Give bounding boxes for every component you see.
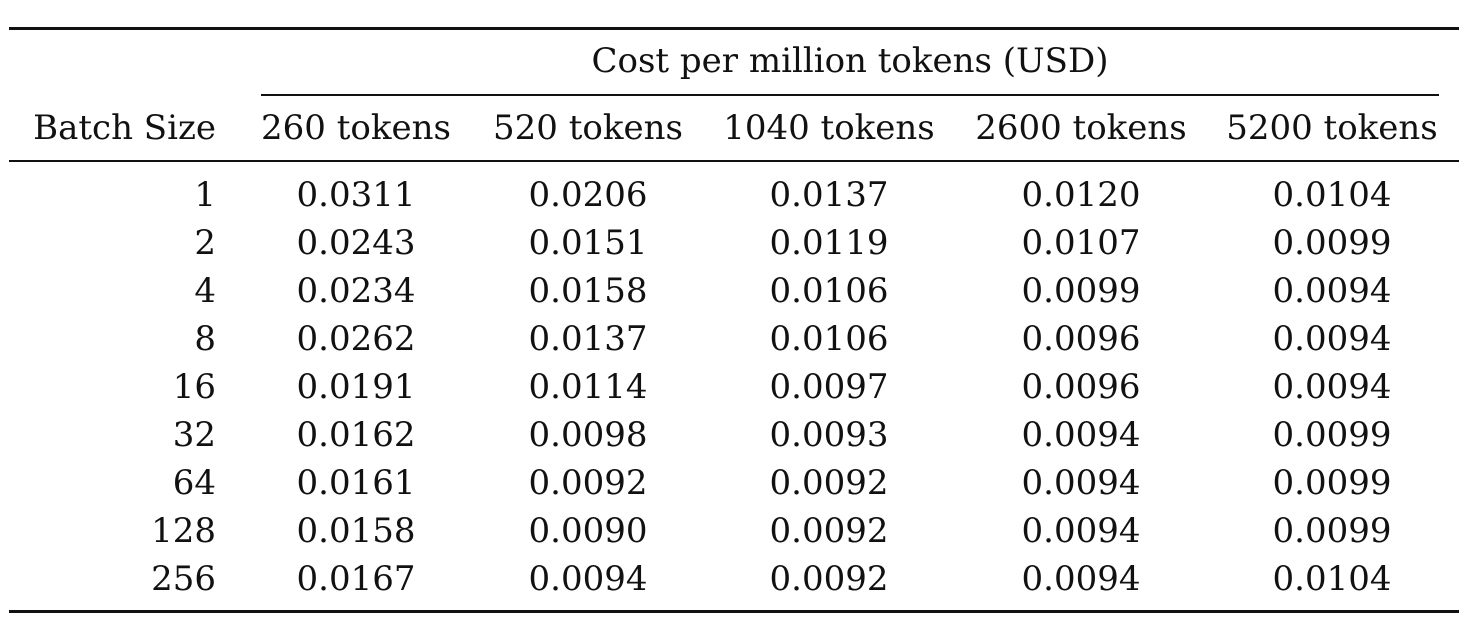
batch-size-cell: 256 bbox=[151, 559, 216, 599]
cost-cell: 0.0098 bbox=[528, 415, 648, 455]
column-header: 2600 tokens bbox=[975, 108, 1187, 148]
cost-cell: 0.0093 bbox=[769, 415, 889, 455]
cost-cell: 0.0191 bbox=[296, 367, 416, 407]
cost-cell: 0.0107 bbox=[1021, 223, 1141, 263]
cost-cell: 0.0099 bbox=[1272, 415, 1392, 455]
column-header: 1040 tokens bbox=[723, 108, 935, 148]
group-header-rule bbox=[261, 94, 1439, 96]
cost-cell: 0.0206 bbox=[528, 175, 648, 215]
cost-cell: 0.0094 bbox=[1021, 511, 1141, 551]
column-header: 520 tokens bbox=[493, 108, 683, 148]
cost-cell: 0.0099 bbox=[1272, 223, 1392, 263]
cost-cell: 0.0097 bbox=[769, 367, 889, 407]
batch-size-cell: 32 bbox=[172, 415, 216, 455]
batch-size-cell: 128 bbox=[151, 511, 216, 551]
group-header: Cost per million tokens (USD) bbox=[591, 41, 1109, 81]
cost-cell: 0.0119 bbox=[769, 223, 889, 263]
cost-cell: 0.0167 bbox=[296, 559, 416, 599]
column-header: 5200 tokens bbox=[1226, 108, 1438, 148]
cost-cell: 0.0104 bbox=[1272, 175, 1392, 215]
cost-cell: 0.0106 bbox=[769, 319, 889, 359]
batch-size-cell: 64 bbox=[172, 463, 216, 503]
cost-cell: 0.0311 bbox=[296, 175, 416, 215]
cost-cell: 0.0096 bbox=[1021, 367, 1141, 407]
cost-cell: 0.0094 bbox=[528, 559, 648, 599]
cost-cell: 0.0094 bbox=[1272, 319, 1392, 359]
cost-cell: 0.0137 bbox=[528, 319, 648, 359]
cost-cell: 0.0106 bbox=[769, 271, 889, 311]
cost-cell: 0.0120 bbox=[1021, 175, 1141, 215]
cost-cell: 0.0262 bbox=[296, 319, 416, 359]
cost-cell: 0.0092 bbox=[769, 559, 889, 599]
cost-cell: 0.0137 bbox=[769, 175, 889, 215]
cost-cell: 0.0151 bbox=[528, 223, 648, 263]
header-rule bbox=[9, 160, 1459, 162]
column-header: 260 tokens bbox=[261, 108, 451, 148]
cost-cell: 0.0094 bbox=[1272, 271, 1392, 311]
cost-cell: 0.0099 bbox=[1272, 511, 1392, 551]
batch-size-cell: 1 bbox=[194, 175, 216, 215]
cost-cell: 0.0158 bbox=[528, 271, 648, 311]
batch-size-cell: 2 bbox=[194, 223, 216, 263]
batch-size-cell: 4 bbox=[194, 271, 216, 311]
cost-cell: 0.0234 bbox=[296, 271, 416, 311]
stub-header: Batch Size bbox=[33, 108, 216, 148]
cost-cell: 0.0094 bbox=[1021, 559, 1141, 599]
cost-cell: 0.0243 bbox=[296, 223, 416, 263]
cost-cell: 0.0114 bbox=[528, 367, 648, 407]
cost-cell: 0.0092 bbox=[769, 463, 889, 503]
cost-cell: 0.0094 bbox=[1272, 367, 1392, 407]
batch-size-cell: 8 bbox=[194, 319, 216, 359]
cost-cell: 0.0162 bbox=[296, 415, 416, 455]
cost-cell: 0.0104 bbox=[1272, 559, 1392, 599]
bottom-rule bbox=[9, 610, 1459, 613]
cost-cell: 0.0161 bbox=[296, 463, 416, 503]
cost-cell: 0.0092 bbox=[769, 511, 889, 551]
cost-cell: 0.0094 bbox=[1021, 415, 1141, 455]
cost-cell: 0.0158 bbox=[296, 511, 416, 551]
cost-cell: 0.0099 bbox=[1272, 463, 1392, 503]
top-rule bbox=[9, 27, 1459, 30]
cost-cell: 0.0099 bbox=[1021, 271, 1141, 311]
cost-cell: 0.0092 bbox=[528, 463, 648, 503]
cost-cell: 0.0096 bbox=[1021, 319, 1141, 359]
batch-size-cell: 16 bbox=[172, 367, 216, 407]
cost-cell: 0.0094 bbox=[1021, 463, 1141, 503]
cost-cell: 0.0090 bbox=[528, 511, 648, 551]
